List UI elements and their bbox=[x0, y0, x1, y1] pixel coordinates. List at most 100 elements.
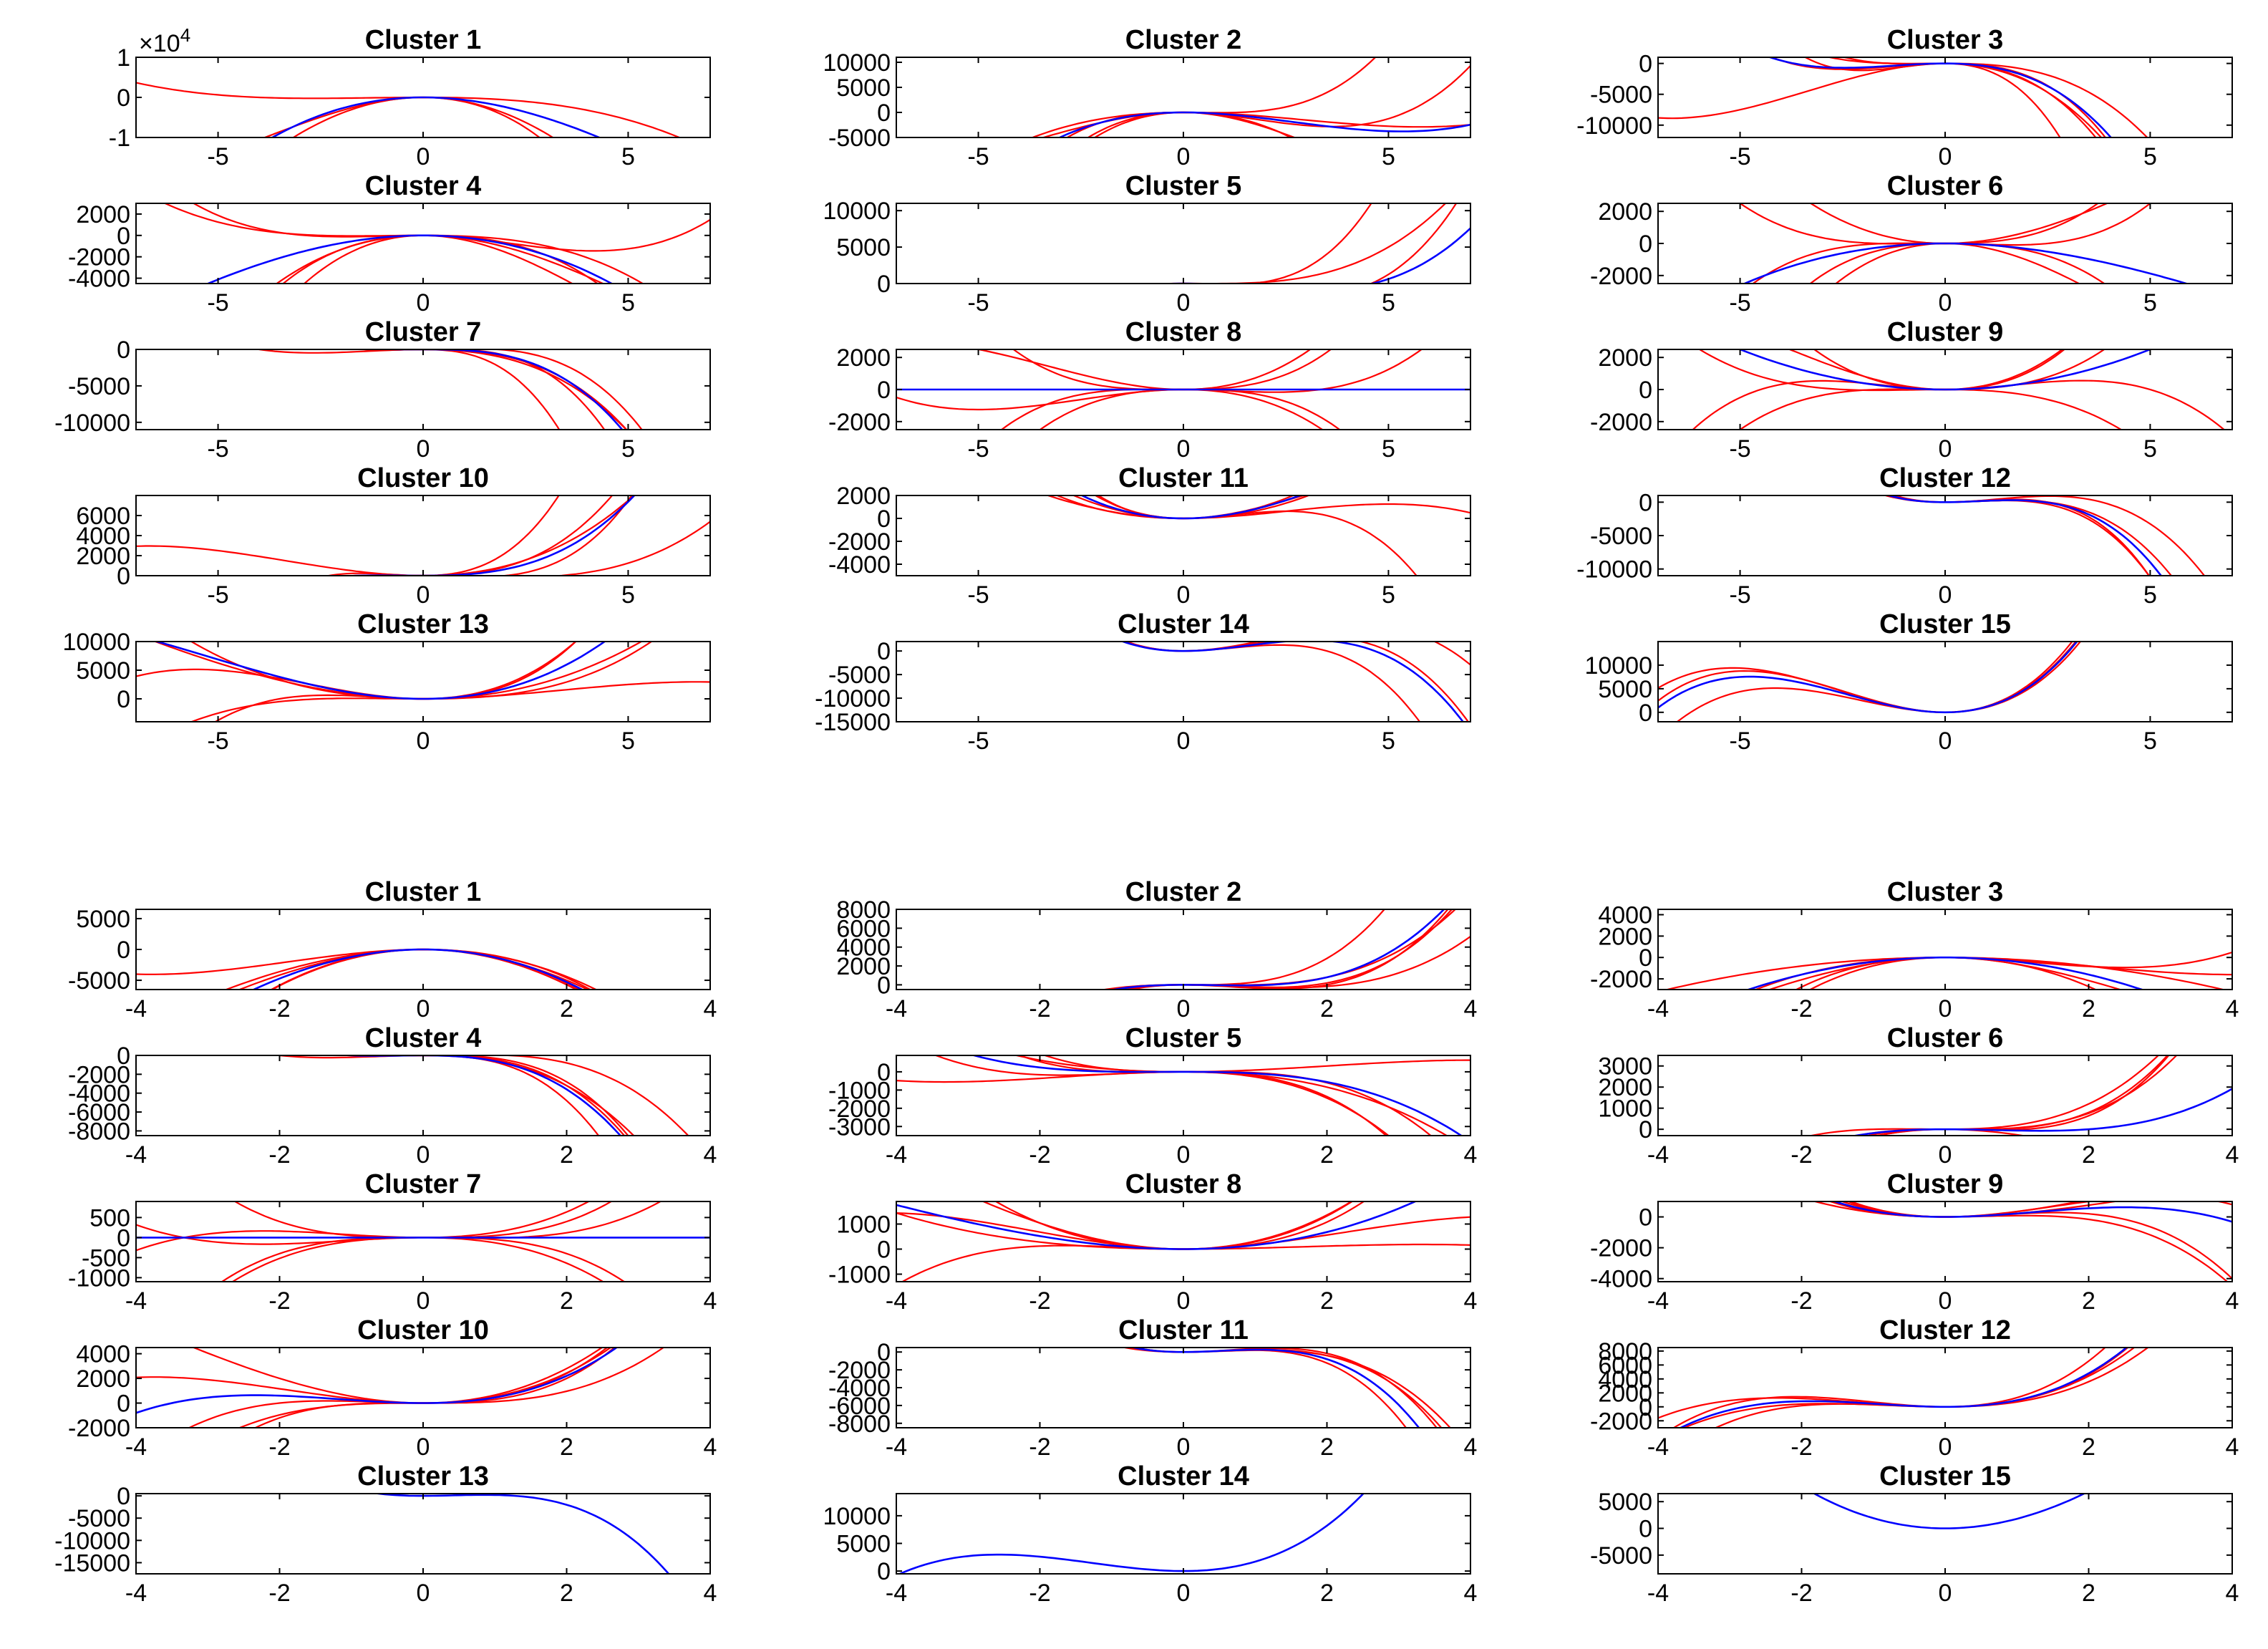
x-tick-label: -4 bbox=[886, 1433, 907, 1461]
x-tick-label: -4 bbox=[125, 1141, 147, 1169]
x-tick-label: 0 bbox=[1177, 995, 1191, 1022]
member-curve bbox=[1130, 1348, 1438, 1428]
y-tick-label: -2000 bbox=[828, 1096, 891, 1123]
member-curve bbox=[896, 1070, 1448, 1136]
cluster-center-curve bbox=[1057, 111, 1470, 137]
y-tick-label: 4000 bbox=[836, 934, 891, 962]
axes-box bbox=[135, 1055, 711, 1136]
axes-box bbox=[1657, 57, 2233, 138]
x-tick-label: -2 bbox=[1029, 1580, 1050, 1607]
y-tick-label: -4000 bbox=[828, 551, 891, 579]
member-curve bbox=[896, 1212, 1470, 1250]
member-curve bbox=[1892, 495, 2151, 576]
y-tick-label: 0 bbox=[877, 1237, 891, 1264]
x-tick-label: 0 bbox=[417, 143, 430, 170]
y-tick-label: -4000 bbox=[1590, 1266, 1652, 1293]
x-tick-label: -2 bbox=[1790, 995, 1812, 1022]
axes-box bbox=[896, 641, 1471, 722]
x-tick-label: 0 bbox=[1939, 143, 1952, 170]
y-tick-label: 0 bbox=[877, 1339, 891, 1366]
subplot-cluster-9-upper: -5 0 5 -2000 0 2000 Cluster 9 bbox=[1590, 317, 2233, 463]
subplot-title: Cluster 2 bbox=[1125, 877, 1242, 907]
member-curve bbox=[386, 1055, 629, 1136]
y-tick-label: 5000 bbox=[836, 1531, 891, 1558]
subplot-title: Cluster 8 bbox=[1125, 1169, 1242, 1199]
x-tick-label: 5 bbox=[2143, 581, 2157, 609]
x-tick-label: 2 bbox=[2082, 1433, 2095, 1461]
subplot-title: Cluster 11 bbox=[1118, 463, 1249, 493]
cluster-center-curve bbox=[1080, 495, 1303, 520]
y-tick-label: -6000 bbox=[828, 1393, 891, 1420]
y-tick-label: 0 bbox=[1639, 489, 1652, 516]
x-tick-label: 5 bbox=[621, 143, 635, 170]
y-tick-label: -500 bbox=[82, 1244, 130, 1272]
x-tick-label: 5 bbox=[621, 289, 635, 316]
y-tick-label: 5000 bbox=[1598, 676, 1652, 703]
cluster-center-curve bbox=[970, 1055, 1463, 1136]
cluster-center-curve bbox=[1812, 1494, 2087, 1529]
x-tick-label: 4 bbox=[1464, 1141, 1478, 1169]
y-tick-label: -4000 bbox=[68, 266, 130, 293]
x-tick-label: 0 bbox=[417, 1287, 430, 1315]
y-tick-label: 1 bbox=[117, 44, 130, 72]
x-tick-label: 0 bbox=[1939, 435, 1952, 463]
y-tick-label: 0 bbox=[877, 377, 891, 404]
axes-box bbox=[1657, 495, 2233, 576]
member-curve bbox=[1128, 909, 1449, 990]
cluster-center-curve bbox=[205, 234, 614, 284]
x-tick-label: -2 bbox=[268, 1433, 290, 1461]
y-tick-label: 0 bbox=[877, 638, 891, 665]
member-curve bbox=[1841, 57, 2107, 137]
axes-box bbox=[135, 641, 711, 722]
y-tick-label: 4000 bbox=[1598, 901, 1652, 929]
subplot-title: Cluster 14 bbox=[1118, 609, 1249, 639]
x-tick-label: 0 bbox=[417, 1580, 430, 1607]
x-tick-label: -2 bbox=[268, 995, 290, 1022]
x-tick-label: -4 bbox=[125, 1433, 147, 1461]
x-tick-label: 5 bbox=[1382, 289, 1395, 316]
y-tick-label: -1000 bbox=[68, 1264, 130, 1292]
y-tick-label: 0 bbox=[1639, 231, 1652, 258]
x-tick-label: 0 bbox=[1177, 581, 1191, 609]
cluster-center-curve bbox=[372, 349, 624, 430]
axes-box bbox=[1657, 1493, 2233, 1575]
x-tick-label: 4 bbox=[2226, 1580, 2239, 1607]
y-tick-label: 2000 bbox=[836, 483, 891, 510]
x-tick-label: 0 bbox=[417, 727, 430, 755]
x-tick-label: 0 bbox=[1939, 1580, 1952, 1607]
y-tick-label: -5000 bbox=[68, 1505, 130, 1532]
x-tick-label: 5 bbox=[621, 435, 635, 463]
cluster-center-curve bbox=[1850, 1088, 2232, 1136]
y-tick-label: -5000 bbox=[1590, 523, 1652, 550]
subplot-title: Cluster 12 bbox=[1879, 1315, 2011, 1345]
x-tick-label: -2 bbox=[1029, 1287, 1050, 1315]
x-tick-label: -4 bbox=[1647, 1580, 1669, 1607]
y-tick-label: 0 bbox=[117, 1224, 130, 1252]
axes-box bbox=[896, 1055, 1471, 1136]
cluster-center-curve bbox=[1885, 495, 2163, 576]
subplot-title: Cluster 15 bbox=[1879, 609, 2011, 639]
x-tick-label: 4 bbox=[704, 1141, 717, 1169]
x-tick-label: -4 bbox=[886, 1287, 907, 1315]
axes-box bbox=[1657, 1055, 2233, 1136]
y-tick-label: 2000 bbox=[1598, 198, 1652, 226]
x-tick-label: 4 bbox=[2226, 1141, 2239, 1169]
x-tick-label: 0 bbox=[1177, 143, 1191, 170]
member-curve bbox=[1086, 65, 1470, 137]
y-tick-label: 2000 bbox=[76, 1365, 130, 1393]
subplot-title: Cluster 3 bbox=[1887, 877, 2004, 907]
subplot-title: Cluster 6 bbox=[1887, 1023, 2004, 1053]
y-tick-label: 5000 bbox=[1598, 1489, 1652, 1516]
member-curve bbox=[1012, 349, 1342, 430]
x-tick-label: -2 bbox=[1029, 1433, 1050, 1461]
y-tick-label: 0 bbox=[1639, 1204, 1652, 1232]
y-tick-label: -15000 bbox=[815, 709, 891, 736]
subplot-cluster-5-upper: -5 0 5 0 5000 10000 Cluster 5 bbox=[823, 171, 1471, 316]
y-tick-label: -5000 bbox=[1590, 82, 1652, 109]
x-tick-label: 2 bbox=[560, 1287, 573, 1315]
